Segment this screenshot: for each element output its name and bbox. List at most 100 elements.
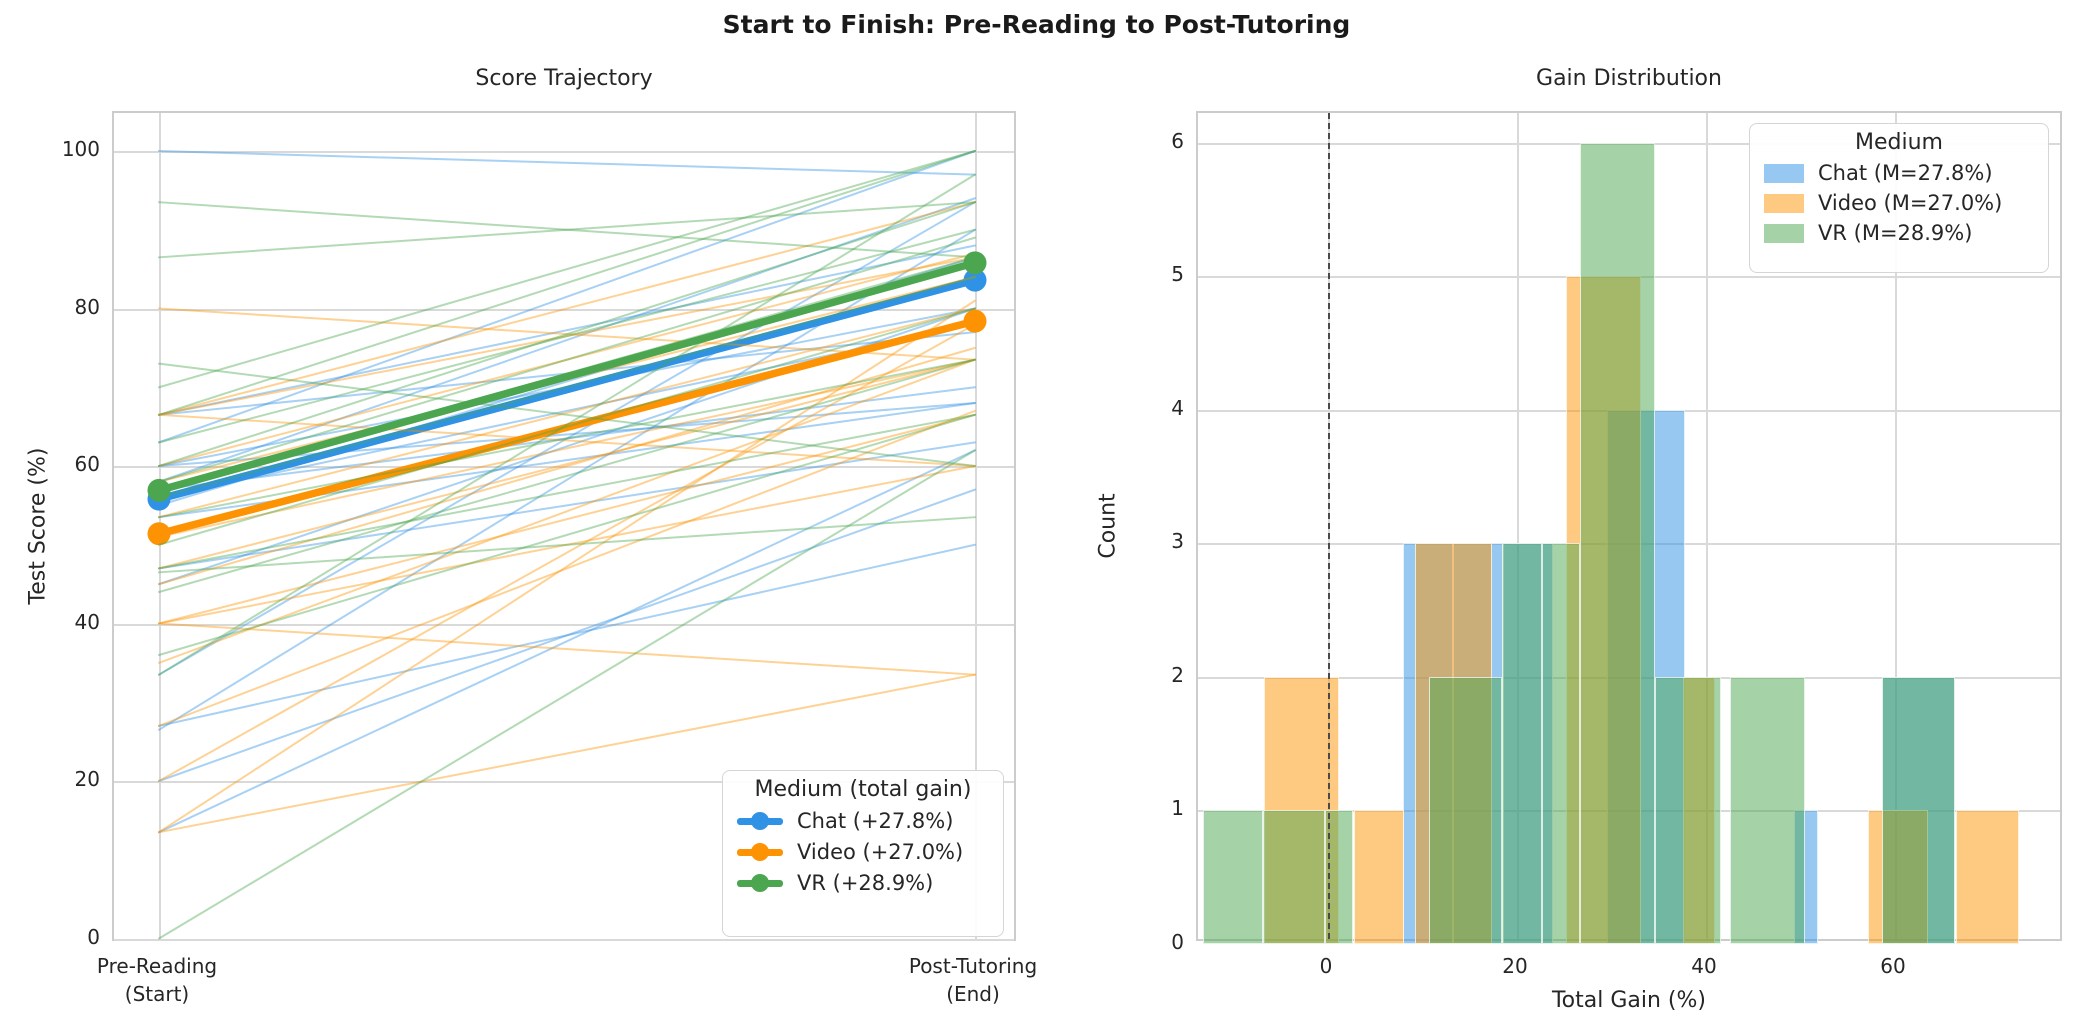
legend-entry-chat: Chat (M=27.8%) xyxy=(1764,161,2034,185)
hist-bar-vr xyxy=(1429,676,1502,944)
individual-line-chat xyxy=(158,543,976,727)
hist-bar-vr xyxy=(1881,676,1955,944)
legend-patch-vr xyxy=(1764,223,1804,243)
gridline-gain-20 xyxy=(1517,113,1519,939)
gain-distribution-xlabel: Total Gain (%) xyxy=(1551,988,1707,1013)
gridline-gain-40 xyxy=(1706,113,1708,939)
xtick-label: 60 xyxy=(1880,954,1906,978)
individual-line-vr xyxy=(158,201,976,467)
gain-distribution-legend: Medium Chat (M=27.8%) Video (M=27.0%) VR (… xyxy=(1749,123,2049,273)
xtick-label: Post-Tutoring (End) xyxy=(908,954,1038,1006)
legend-entry-video: Video (+27.0%) xyxy=(737,840,989,864)
legend-marker-vr xyxy=(737,873,783,893)
individual-line-vr xyxy=(158,150,976,389)
legend-marker-video xyxy=(737,842,783,862)
legend-entry-vr: VR (+28.9%) xyxy=(737,871,989,895)
individual-line-video xyxy=(158,299,976,834)
mean-end-dot-vr xyxy=(963,251,987,275)
xtick-label: 40 xyxy=(1691,954,1717,978)
legend-entry-vr: VR (M=28.9%) xyxy=(1764,221,2034,245)
individual-line-vr xyxy=(158,413,976,570)
individual-line-vr xyxy=(158,201,976,259)
score-trajectory-legend: Medium (total gain) Chat (+27.8%) Video (… xyxy=(722,770,1004,937)
ytick-label: 1 xyxy=(1171,796,1184,820)
xtick-label: Pre-Reading (Start) xyxy=(96,954,218,1006)
score-trajectory-legend-title: Medium (total gain) xyxy=(754,777,972,802)
ytick-label: 5 xyxy=(1171,262,1184,286)
hist-bar-video xyxy=(1353,810,1404,944)
mean-start-dot-vr xyxy=(147,478,171,502)
hist-bar-vr xyxy=(1541,543,1581,944)
individual-line-video xyxy=(158,409,976,727)
legend-label-video: Video (M=27.0%) xyxy=(1818,191,2003,215)
gridline-y80 xyxy=(114,308,1014,311)
mean-line-chat xyxy=(155,276,979,503)
gain-distribution-title: Gain Distribution xyxy=(1536,66,1722,91)
gain-distribution-legend-title: Medium xyxy=(1855,130,1943,155)
individual-line-video xyxy=(158,256,976,416)
score-trajectory-plot-area xyxy=(112,111,1016,941)
individual-line-chat xyxy=(158,228,976,731)
individual-line-video xyxy=(158,252,976,467)
ytick-label: 20 xyxy=(74,767,100,791)
individual-line-vr xyxy=(158,358,976,519)
individual-line-vr xyxy=(158,413,976,656)
legend-patch-video xyxy=(1764,193,1804,213)
individual-line-video xyxy=(158,201,976,416)
xtick-label: 20 xyxy=(1502,954,1528,978)
mean-start-dot-video xyxy=(147,522,171,546)
individual-line-video xyxy=(158,358,976,664)
gridline-y40 xyxy=(114,623,1014,626)
legend-label-video: Video (+27.0%) xyxy=(797,840,964,864)
xtick-label: 0 xyxy=(1319,954,1333,978)
hist-bar-vr xyxy=(1203,810,1263,944)
hist-bar-vr xyxy=(1729,676,1806,944)
individual-line-chat xyxy=(158,150,976,176)
individual-line-vr xyxy=(158,201,976,259)
hist-bar-vr xyxy=(1501,543,1542,944)
gridline-cat-1 xyxy=(975,113,977,939)
individual-line-video xyxy=(158,346,976,586)
gridline-gain-60 xyxy=(1895,113,1897,939)
individual-line-video xyxy=(158,622,976,676)
score-trajectory-title: Score Trajectory xyxy=(475,66,653,91)
mean-end-dot-video xyxy=(963,309,987,333)
legend-entry-chat: Chat (+27.8%) xyxy=(737,809,989,833)
ytick-label: 80 xyxy=(74,294,100,319)
ytick-label: 40 xyxy=(74,609,100,634)
individual-line-chat xyxy=(158,201,976,676)
mean-line-vr xyxy=(155,259,979,495)
individual-line-video xyxy=(158,323,976,782)
individual-line-vr xyxy=(158,516,976,574)
gridline-y60 xyxy=(114,466,1014,468)
legend-dot-vr xyxy=(751,874,769,892)
ytick-label: 100 xyxy=(61,137,100,161)
individual-line-vr xyxy=(158,236,976,483)
legend-dot-video xyxy=(751,843,769,861)
individual-line-video xyxy=(158,465,976,625)
individual-line-chat xyxy=(158,449,976,834)
gain-distribution-ylabel: Count xyxy=(1095,493,1121,559)
individual-line-chat xyxy=(158,244,976,416)
hist-bar-video xyxy=(1956,810,2019,944)
ytick-label: 3 xyxy=(1171,529,1184,553)
hist-bar-vr xyxy=(1654,676,1722,944)
individual-line-vr xyxy=(158,358,976,593)
individual-line-vr xyxy=(158,173,976,676)
ytick-label: 2 xyxy=(1171,662,1184,687)
individual-line-vr xyxy=(158,362,976,467)
ytick-label: 0 xyxy=(1171,929,1184,954)
ytick-label: 0 xyxy=(87,924,100,949)
individual-line-video xyxy=(158,358,976,538)
legend-label-chat: Chat (M=27.8%) xyxy=(1818,161,1993,185)
individual-line-chat xyxy=(158,488,976,782)
individual-line-video xyxy=(158,307,976,361)
individual-line-chat xyxy=(158,197,976,483)
legend-label-vr: VR (+28.9%) xyxy=(797,871,934,895)
individual-line-vr xyxy=(158,449,976,940)
trajectory-lines-layer xyxy=(147,150,987,940)
gridline-y0 xyxy=(114,938,1014,941)
individual-line-video xyxy=(158,673,976,834)
figure-title: Start to Finish: Pre-Reading to Post-Tut… xyxy=(722,10,1351,39)
legend-dot-chat xyxy=(751,812,769,830)
